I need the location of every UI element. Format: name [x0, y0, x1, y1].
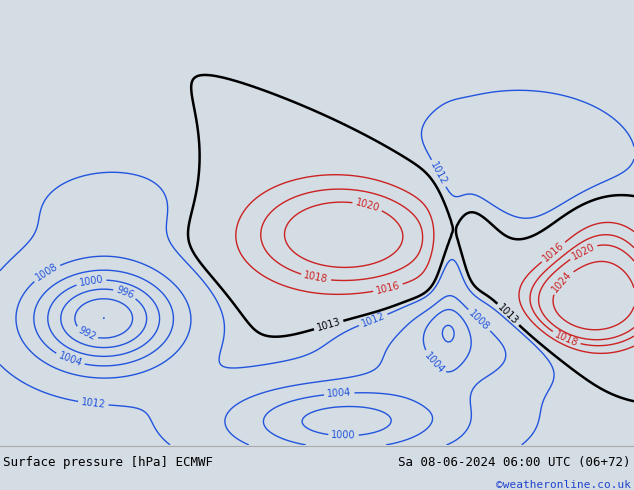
- Text: 1004: 1004: [327, 388, 352, 399]
- Text: 1016: 1016: [541, 241, 566, 264]
- Text: 1013: 1013: [316, 317, 342, 333]
- Text: 1012: 1012: [360, 311, 387, 329]
- Text: 1013: 1013: [496, 302, 521, 327]
- Text: 1004: 1004: [57, 351, 83, 369]
- Text: 1018: 1018: [303, 270, 329, 285]
- Text: ©weatheronline.co.uk: ©weatheronline.co.uk: [496, 480, 631, 490]
- Text: 1008: 1008: [34, 262, 60, 283]
- Text: 1008: 1008: [467, 308, 491, 332]
- Text: 1020: 1020: [570, 241, 597, 261]
- Text: 1004: 1004: [422, 350, 446, 375]
- Text: 992: 992: [76, 325, 97, 343]
- Text: 1012: 1012: [81, 397, 106, 410]
- Text: 1020: 1020: [354, 197, 380, 214]
- Text: 1000: 1000: [331, 430, 356, 441]
- Text: 1000: 1000: [78, 274, 104, 288]
- Text: Surface pressure [hPa] ECMWF: Surface pressure [hPa] ECMWF: [3, 456, 213, 468]
- Text: 1016: 1016: [375, 280, 401, 296]
- Text: Sa 08-06-2024 06:00 UTC (06+72): Sa 08-06-2024 06:00 UTC (06+72): [398, 456, 631, 468]
- Text: 1018: 1018: [553, 329, 579, 348]
- Text: 1024: 1024: [550, 269, 574, 294]
- Text: 1012: 1012: [429, 160, 449, 187]
- Text: 996: 996: [115, 285, 135, 301]
